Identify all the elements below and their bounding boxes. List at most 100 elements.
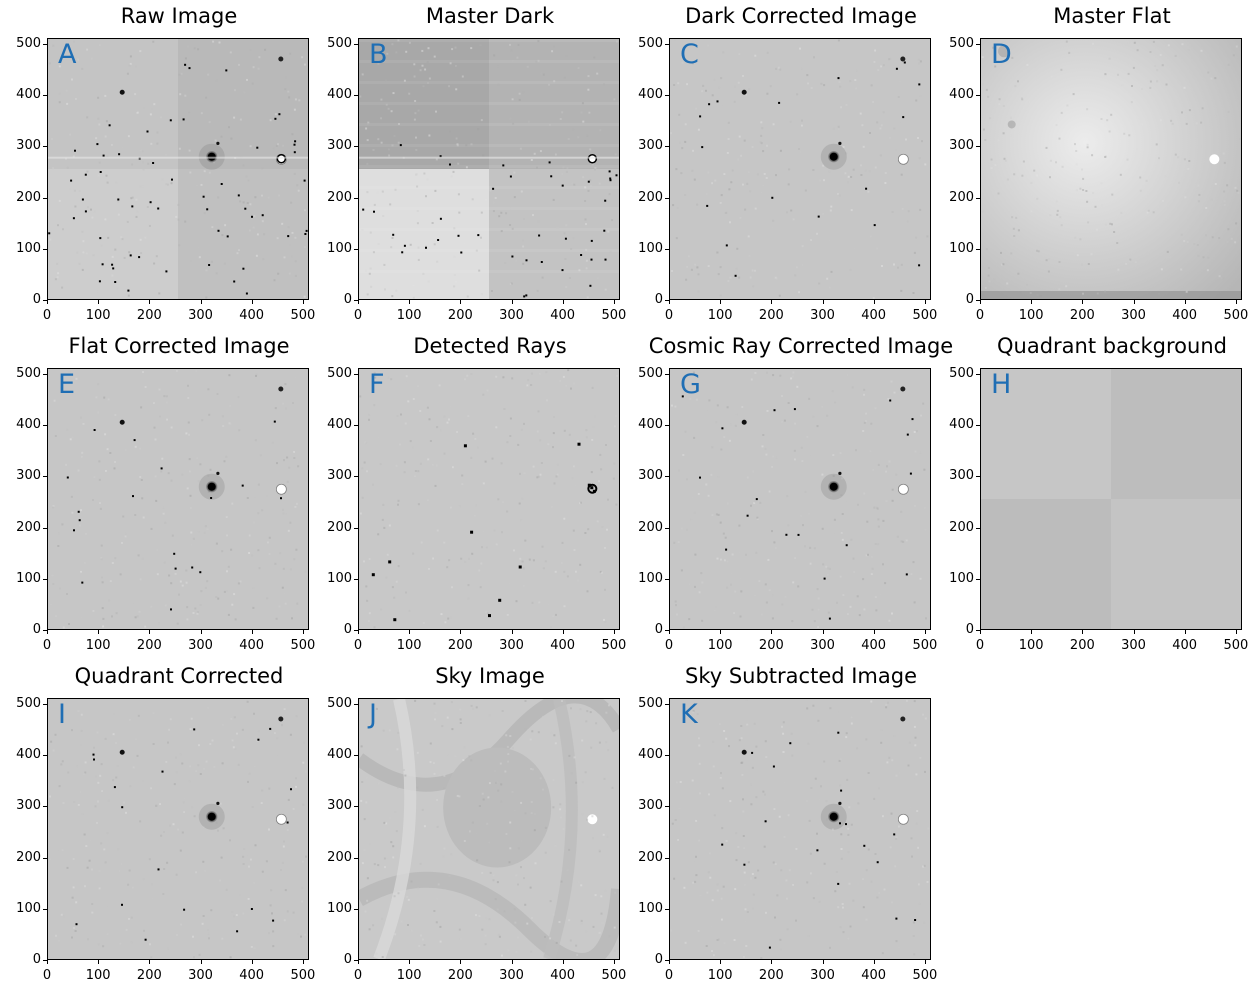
y-tick-label: 500 — [16, 696, 41, 712]
x-tick-mark — [873, 960, 875, 964]
x-tick-mark — [822, 960, 824, 964]
y-tick-label: 300 — [327, 468, 352, 484]
x-tick-label: 100 — [85, 638, 111, 653]
x-tick-label: 200 — [136, 308, 162, 323]
y-tick-mark — [976, 374, 980, 376]
x-tick-label: 100 — [1018, 638, 1044, 653]
x-tick-label: 200 — [447, 308, 473, 323]
x-tick-mark — [358, 300, 359, 304]
panel-letter: F — [369, 369, 385, 400]
x-tick-mark — [302, 960, 304, 964]
y-tick-mark — [43, 857, 47, 859]
x-tick-label: 200 — [758, 968, 784, 983]
y-tick-mark — [43, 806, 47, 808]
x-tick-label: 400 — [239, 638, 265, 653]
image-frame: B — [358, 38, 620, 300]
y-tick-label: 500 — [638, 366, 663, 382]
y-tick-mark — [665, 374, 669, 376]
x-tick-mark — [1133, 300, 1135, 304]
y-tick-label: 0 — [343, 292, 352, 307]
panel-title: Sky Subtracted Image — [684, 664, 918, 688]
x-tick-mark — [358, 960, 359, 964]
x-tick-mark — [251, 960, 253, 964]
y-tick-mark — [43, 248, 47, 250]
y-tick-mark — [976, 95, 980, 97]
y-tick-label: 200 — [949, 519, 974, 535]
panel-title: Quadrant Corrected — [74, 664, 284, 688]
x-tick-mark — [822, 300, 824, 304]
x-tick-label: 0 — [42, 968, 52, 983]
x-tick-mark — [149, 630, 151, 634]
x-tick-mark — [669, 630, 670, 634]
y-tick-label: 0 — [32, 952, 41, 967]
x-tick-mark — [200, 960, 202, 964]
y-tick-mark — [665, 704, 669, 706]
y-tick-mark — [665, 960, 669, 961]
panel-letter: J — [369, 699, 377, 730]
y-tick-mark — [354, 300, 358, 301]
y-tick-mark — [665, 527, 669, 529]
x-tick-mark — [669, 960, 670, 964]
y-tick-label: 0 — [654, 952, 663, 967]
y-tick-mark — [43, 197, 47, 199]
y-tick-mark — [354, 146, 358, 148]
x-tick-mark — [302, 300, 304, 304]
y-tick-label: 200 — [327, 849, 352, 865]
y-tick-label: 300 — [16, 138, 41, 154]
y-tick-label: 100 — [16, 900, 41, 916]
y-tick-mark — [976, 578, 980, 580]
x-tick-label: 0 — [353, 308, 363, 323]
image-frame: D — [980, 38, 1242, 300]
x-tick-label: 0 — [664, 308, 674, 323]
x-tick-mark — [720, 960, 722, 964]
panel-letter: C — [680, 39, 699, 70]
x-tick-label: 300 — [188, 968, 213, 983]
x-tick-label: 300 — [1121, 638, 1146, 653]
x-tick-mark — [302, 630, 304, 634]
y-tick-label: 200 — [638, 519, 663, 535]
x-tick-label: 100 — [85, 308, 111, 323]
x-tick-label: 0 — [664, 968, 674, 983]
y-tick-mark — [43, 425, 47, 427]
x-tick-label: 200 — [136, 638, 162, 653]
y-tick-label: 300 — [638, 138, 663, 154]
x-tick-mark — [1184, 300, 1186, 304]
x-tick-mark — [1031, 300, 1033, 304]
x-tick-label: 100 — [707, 308, 733, 323]
x-tick-label: 100 — [85, 968, 111, 983]
y-tick-mark — [354, 630, 358, 631]
y-tick-mark — [354, 857, 358, 859]
x-tick-label: 500 — [290, 308, 316, 323]
image-frame: G — [669, 368, 931, 630]
x-tick-mark — [47, 300, 48, 304]
x-tick-mark — [149, 960, 151, 964]
x-tick-label: 0 — [42, 638, 52, 653]
y-tick-mark — [354, 704, 358, 706]
x-tick-mark — [1235, 300, 1237, 304]
x-tick-label: 100 — [707, 638, 733, 653]
x-tick-label: 0 — [975, 308, 985, 323]
x-tick-label: 300 — [188, 638, 213, 653]
y-tick-label: 100 — [327, 570, 352, 586]
y-tick-mark — [665, 425, 669, 427]
x-tick-mark — [251, 300, 253, 304]
panel-title: Master Flat — [1053, 4, 1171, 28]
panel-title: Cosmic Ray Corrected Image — [648, 334, 954, 358]
x-tick-label: 200 — [447, 638, 473, 653]
image-frame: H — [980, 368, 1242, 630]
x-tick-label: 400 — [1172, 638, 1198, 653]
y-tick-mark — [43, 630, 47, 631]
x-tick-label: 400 — [239, 308, 265, 323]
x-tick-label: 400 — [861, 308, 887, 323]
y-tick-label: 0 — [965, 622, 974, 637]
y-tick-label: 300 — [327, 138, 352, 154]
x-tick-mark — [511, 960, 513, 964]
y-tick-mark — [976, 527, 980, 529]
y-tick-mark — [43, 960, 47, 961]
y-tick-label: 400 — [638, 747, 663, 763]
y-tick-mark — [43, 527, 47, 529]
x-tick-mark — [771, 630, 773, 634]
y-tick-mark — [354, 476, 358, 478]
y-tick-mark — [665, 476, 669, 478]
y-tick-label: 300 — [638, 798, 663, 814]
